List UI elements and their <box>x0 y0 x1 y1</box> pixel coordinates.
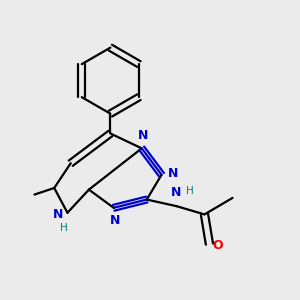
Text: H: H <box>186 186 194 196</box>
Text: N: N <box>110 214 121 227</box>
Text: N: N <box>171 186 182 199</box>
Text: O: O <box>213 239 224 252</box>
Text: H: H <box>60 223 68 233</box>
Text: N: N <box>168 167 178 180</box>
Text: N: N <box>53 208 64 221</box>
Text: N: N <box>138 129 148 142</box>
